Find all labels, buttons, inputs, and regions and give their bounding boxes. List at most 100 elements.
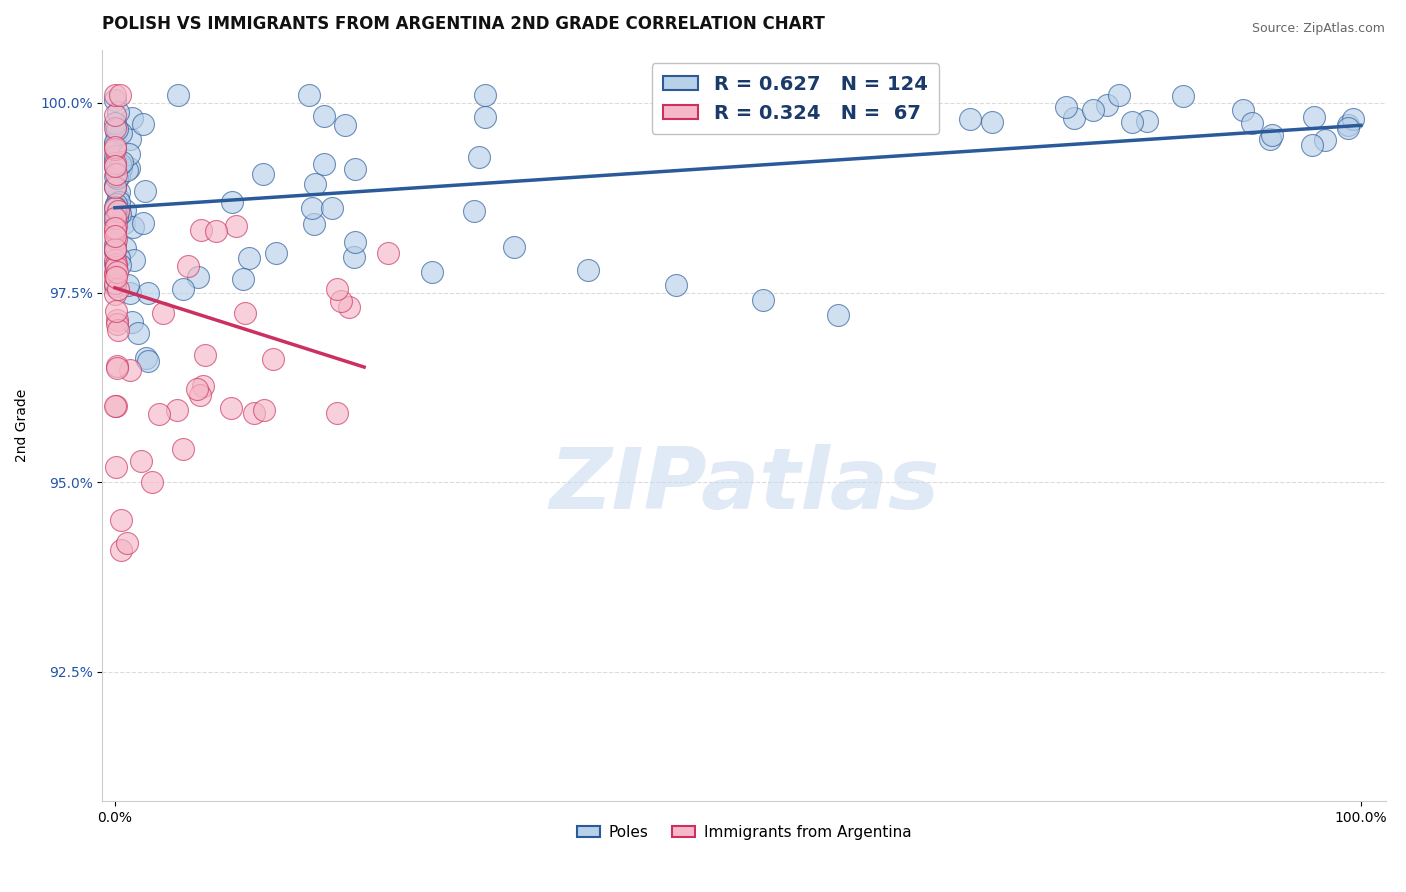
Point	[104, 268, 127, 283]
Point	[132, 117, 155, 131]
Point	[104, 180, 127, 194]
Point	[252, 167, 274, 181]
Point	[104, 236, 127, 251]
Point	[107, 203, 129, 218]
Point	[107, 323, 129, 337]
Point	[264, 246, 287, 260]
Point	[108, 251, 131, 265]
Point	[104, 278, 127, 293]
Point	[110, 207, 132, 221]
Point	[105, 197, 128, 211]
Point	[1083, 103, 1105, 117]
Point	[193, 379, 215, 393]
Point	[110, 161, 132, 175]
Point	[221, 194, 243, 209]
Point	[104, 169, 127, 183]
Point	[115, 163, 138, 178]
Point	[118, 132, 141, 146]
Point	[188, 388, 211, 402]
Point	[107, 185, 129, 199]
Point	[576, 263, 599, 277]
Point	[120, 285, 142, 300]
Point	[344, 235, 367, 250]
Point	[166, 88, 188, 103]
Point	[1136, 114, 1159, 128]
Point	[343, 250, 366, 264]
Point	[104, 116, 127, 130]
Point	[104, 269, 127, 284]
Point	[474, 88, 496, 103]
Point	[131, 454, 153, 468]
Point	[108, 157, 131, 171]
Point	[104, 211, 127, 225]
Point	[1240, 115, 1263, 129]
Point	[1054, 100, 1077, 114]
Point	[194, 348, 217, 362]
Point	[827, 309, 849, 323]
Point	[242, 406, 264, 420]
Point	[111, 154, 134, 169]
Point	[110, 513, 132, 527]
Point	[104, 159, 127, 173]
Point	[105, 460, 128, 475]
Point	[298, 88, 321, 103]
Point	[172, 442, 194, 456]
Point	[118, 146, 141, 161]
Point	[104, 221, 127, 235]
Point	[104, 201, 127, 215]
Point	[105, 211, 128, 225]
Point	[502, 240, 524, 254]
Point	[105, 260, 128, 275]
Point	[105, 312, 128, 326]
Point	[187, 269, 209, 284]
Point	[665, 278, 688, 293]
Point	[104, 229, 127, 244]
Point	[326, 406, 349, 420]
Point	[104, 219, 127, 234]
Point	[107, 282, 129, 296]
Point	[104, 304, 127, 318]
Point	[104, 257, 127, 271]
Point	[301, 201, 323, 215]
Point	[108, 258, 131, 272]
Point	[105, 206, 128, 220]
Legend: Poles, Immigrants from Argentina: Poles, Immigrants from Argentina	[571, 819, 918, 846]
Point	[304, 177, 326, 191]
Point	[1258, 132, 1281, 146]
Point	[1095, 98, 1118, 112]
Y-axis label: 2nd Grade: 2nd Grade	[15, 389, 30, 462]
Point	[105, 317, 128, 331]
Text: ZIPatlas: ZIPatlas	[548, 444, 939, 527]
Point	[104, 149, 127, 163]
Point	[377, 246, 399, 260]
Point	[1121, 115, 1143, 129]
Point	[329, 293, 352, 308]
Point	[104, 242, 127, 256]
Point	[1108, 88, 1130, 103]
Point	[148, 407, 170, 421]
Point	[107, 191, 129, 205]
Point	[1232, 103, 1254, 117]
Point	[343, 162, 366, 177]
Point	[104, 232, 127, 246]
Point	[337, 300, 360, 314]
Point	[302, 217, 325, 231]
Point	[104, 400, 127, 414]
Point	[104, 143, 127, 157]
Point	[104, 125, 127, 139]
Point	[127, 326, 149, 340]
Point	[104, 264, 127, 278]
Point	[333, 118, 356, 132]
Point	[166, 402, 188, 417]
Point	[190, 222, 212, 236]
Point	[172, 282, 194, 296]
Point	[104, 244, 127, 259]
Point	[131, 216, 153, 230]
Point	[262, 352, 284, 367]
Point	[105, 360, 128, 375]
Point	[104, 108, 127, 122]
Point	[252, 402, 274, 417]
Point	[118, 161, 141, 176]
Point	[117, 536, 139, 550]
Point	[107, 204, 129, 219]
